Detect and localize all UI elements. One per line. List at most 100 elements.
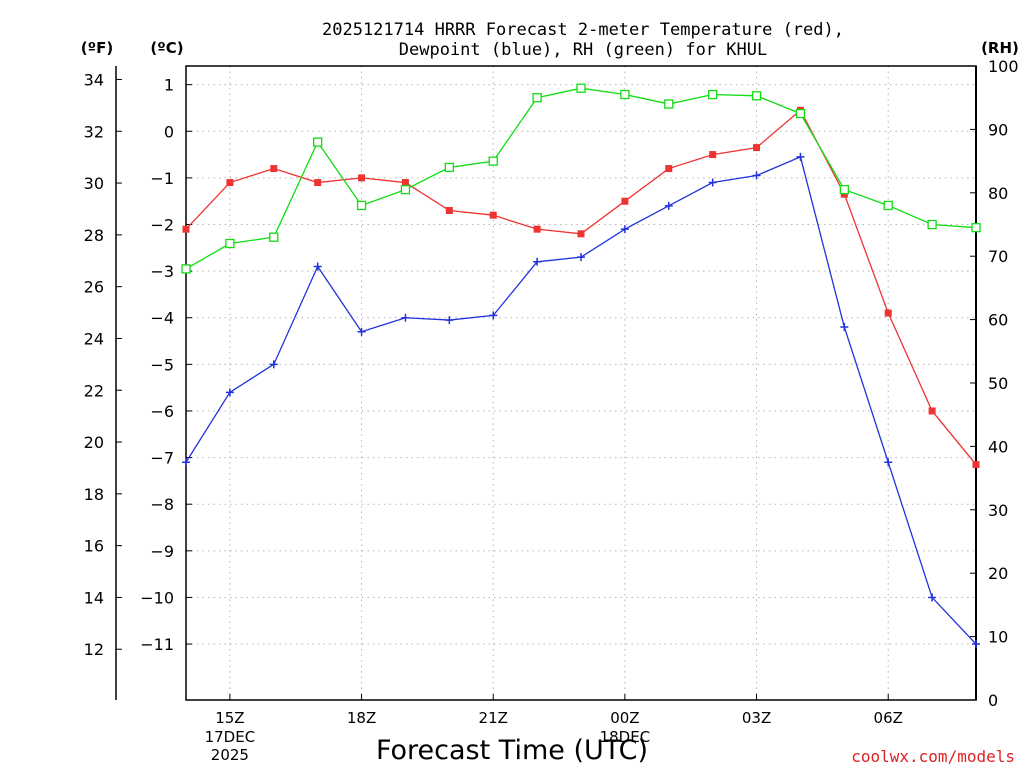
dewpoint-point [313, 262, 322, 271]
plot-frame [185, 65, 977, 701]
temperature-point [358, 174, 366, 182]
rh-point [400, 184, 411, 195]
temperature-point [182, 225, 190, 233]
data-series [181, 83, 981, 649]
celsius-tick-label: −10 [140, 588, 174, 607]
x-tick-year-label: 2025 [211, 746, 249, 764]
series-dewpoint [182, 152, 980, 649]
x-tick-label: 00Z [610, 709, 639, 727]
rh-point [927, 219, 937, 230]
dewpoint-point [796, 152, 805, 161]
rh-point [751, 91, 762, 101]
rh-point [181, 264, 191, 274]
x-tick-date-label: 18DEC [600, 728, 651, 746]
rh-tick-label: 10 [988, 628, 1008, 647]
rh-tick-label: 80 [988, 184, 1008, 203]
dewpoint-point [401, 313, 410, 322]
fahrenheit-tick-label: 12 [84, 640, 104, 659]
rh-point [795, 108, 806, 119]
rh-tick-label: 30 [988, 501, 1008, 520]
dewpoint-point [489, 311, 498, 320]
celsius-tick-label: 1 [164, 76, 174, 95]
fahrenheit-tick-label: 34 [84, 70, 104, 89]
celsius-tick-label: −2 [150, 216, 174, 235]
credit-text: coolwx.com/models [851, 747, 1015, 766]
temperature-point [928, 407, 936, 415]
dewpoint-point [708, 178, 717, 187]
fahrenheit-tick-label: 22 [84, 381, 104, 400]
rh-point [576, 83, 586, 93]
dewpoint-point [620, 225, 629, 234]
fahrenheit-unit-label: (ºF) [81, 39, 113, 57]
fahrenheit-tick-label: 32 [84, 122, 104, 141]
celsius-tick-label: −9 [150, 542, 174, 561]
dewpoint-point [182, 458, 190, 467]
temperature-point [753, 144, 761, 152]
fahrenheit-tick-label: 20 [84, 433, 104, 452]
rh-tick-label: 100 [988, 57, 1019, 76]
rh-point [488, 156, 498, 166]
x-tick-label: 06Z [874, 709, 903, 727]
celsius-tick-label: −8 [150, 495, 174, 514]
series-temperature [182, 106, 980, 469]
rh-tick-label: 0 [988, 691, 998, 710]
rh-point [532, 93, 542, 103]
celsius-tick-label: −5 [150, 355, 174, 374]
x-tick-label: 03Z [742, 709, 771, 727]
x-axis-label: Forecast Time (UTC) [376, 735, 648, 766]
temperature-point [401, 179, 409, 187]
rh-tick-label: 40 [988, 437, 1008, 456]
temperature-point [226, 179, 234, 187]
rh-point [839, 184, 849, 195]
x-tick-label: 21Z [479, 709, 508, 727]
temperature-point [577, 230, 585, 238]
fahrenheit-tick-label: 30 [84, 174, 104, 193]
rh-point [444, 162, 454, 173]
rh-point [313, 137, 323, 147]
x-tick-label: 15Z [215, 709, 244, 727]
dewpoint-point [225, 388, 234, 397]
rh-point [971, 223, 981, 233]
rh-point [664, 99, 674, 109]
celsius-tick-label: 0 [164, 122, 174, 141]
temperature-point [884, 309, 892, 317]
dewpoint-point [577, 253, 585, 262]
celsius-unit-label: (ºC) [150, 39, 183, 57]
rh-point [269, 232, 279, 242]
fahrenheit-tick-label: 16 [84, 537, 104, 556]
temperature-point [270, 165, 278, 173]
temperature-point [314, 179, 322, 187]
rh-point [708, 89, 718, 100]
dewpoint-point [840, 323, 849, 332]
dewpoint-point [269, 360, 278, 369]
dewpoint-point [752, 171, 761, 180]
dewpoint-point [533, 257, 542, 266]
rh-point [620, 89, 630, 100]
celsius-tick-label: −3 [150, 262, 174, 281]
fahrenheit-tick-label: 18 [84, 485, 104, 504]
celsius-tick-label: −6 [150, 402, 174, 421]
rh-point [883, 200, 893, 211]
celsius-tick-label: −1 [150, 169, 174, 188]
rh-tick-label: 70 [988, 247, 1008, 266]
temperature-point [489, 211, 497, 219]
rh-point [225, 238, 235, 249]
temperature-point [972, 461, 980, 469]
dewpoint-point [972, 640, 980, 649]
rh-unit-label: (RH) [981, 39, 1019, 57]
temperature-point [533, 225, 541, 233]
chart-title-line1: 2025121714 HRRR Forecast 2-meter Tempera… [322, 20, 844, 40]
rh-tick-label: 60 [988, 311, 1008, 330]
rh-tick-label: 50 [988, 374, 1008, 393]
rh-tick-label: 20 [988, 564, 1008, 583]
temperature-point [621, 197, 629, 205]
celsius-tick-label: −7 [150, 449, 174, 468]
temperature-point [445, 207, 453, 215]
dewpoint-point [884, 458, 893, 467]
chart-title-line2: Dewpoint (blue), RH (green) for KHUL [399, 40, 767, 60]
x-tick-label: 18Z [347, 709, 376, 727]
celsius-tick-label: −11 [140, 635, 174, 654]
rh-tick-label: 90 [988, 120, 1008, 139]
dewpoint-point [928, 593, 937, 602]
